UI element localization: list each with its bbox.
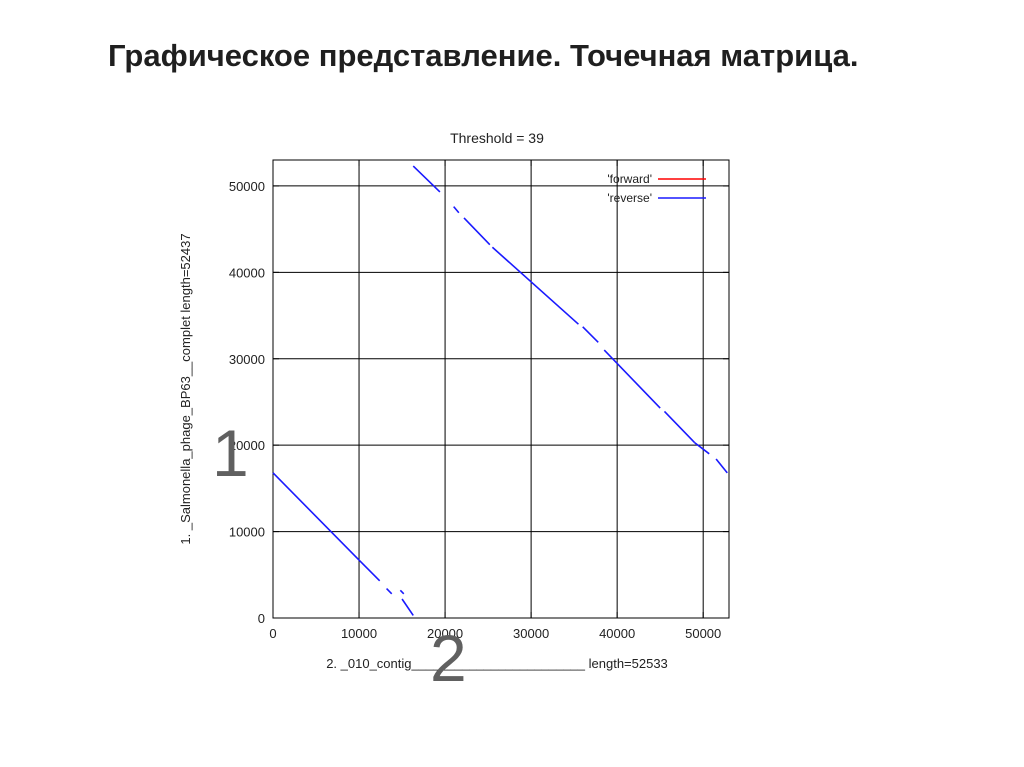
overlay-digit-one: 1 [212, 416, 249, 490]
legend-label-forward: 'forward' [607, 172, 652, 186]
legend-label-reverse: 'reverse' [607, 191, 652, 205]
x-axis-label: 2. _010_contig________________________ l… [326, 656, 668, 671]
series-segment-reverse [399, 589, 405, 595]
x-tick-label: 30000 [513, 626, 549, 641]
y-tick-label: 20000 [229, 438, 265, 453]
x-tick-label: 10000 [341, 626, 377, 641]
series-segment-reverse [694, 441, 710, 455]
x-tick-label: 40000 [599, 626, 635, 641]
overlay-digit-two: 2 [430, 621, 467, 695]
series-segment-reverse [412, 165, 441, 193]
y-tick-label: 10000 [229, 525, 265, 540]
y-tick-label: 0 [258, 611, 265, 626]
series-segment-reverse [453, 206, 460, 214]
plot-frame [272, 159, 730, 619]
x-tick-label: 20000 [427, 626, 463, 641]
slide-title: Графическое представление. Точечная матр… [108, 38, 859, 73]
series-segment-reverse [715, 458, 728, 474]
series-segment-reverse [463, 217, 491, 246]
ticks: 0 10000 20000 30000 40000 50000 0 10000 20000 300… [229, 160, 729, 641]
y-axis-label: 1. _Salmonella_phage_BP63__complet lengt… [178, 233, 193, 544]
legend: 'forward' 'reverse' [607, 172, 706, 205]
series-segment-reverse [386, 588, 393, 595]
series-segment-reverse [491, 246, 579, 325]
y-tick-label: 40000 [229, 265, 265, 280]
series-segment-reverse [603, 349, 661, 409]
series-segment-reverse [582, 326, 599, 343]
series-segment-reverse [358, 559, 381, 582]
y-tick-label: 30000 [229, 352, 265, 367]
x-tick-label: 50000 [685, 626, 721, 641]
y-tick-label: 50000 [229, 179, 265, 194]
series-lines [272, 165, 728, 616]
series-segment-reverse [272, 472, 360, 561]
grid [273, 160, 729, 618]
series-segment-reverse [401, 598, 414, 616]
series-segment-reverse [663, 410, 696, 444]
chart-title: Threshold = 39 [450, 130, 544, 146]
x-tick-label: 0 [269, 626, 276, 641]
